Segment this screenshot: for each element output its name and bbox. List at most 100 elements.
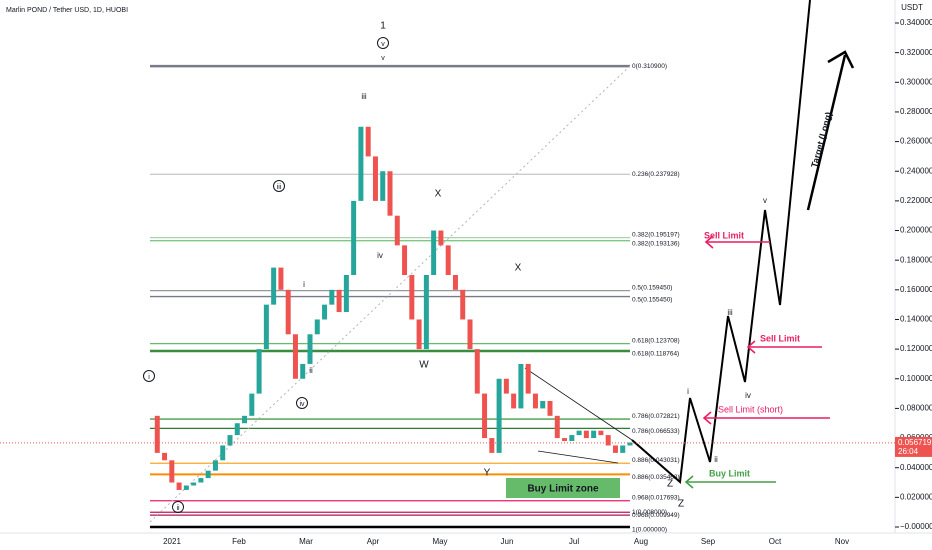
fib-label: 0.886(0.035463) <box>632 474 680 481</box>
y-tick-label: 0.180000 <box>900 255 932 264</box>
candle <box>518 363 524 409</box>
circle <box>172 501 184 513</box>
candle <box>416 319 422 350</box>
candle <box>227 435 233 446</box>
fib-label: 0.382(0.195197) <box>632 231 680 238</box>
wave-label: X <box>435 189 442 200</box>
buy-zone-label: Buy Limit zone <box>527 484 599 495</box>
x-tick-label: Oct <box>769 537 782 546</box>
candle <box>598 430 604 436</box>
candle <box>452 275 458 290</box>
candle <box>423 275 429 350</box>
candle <box>242 415 248 424</box>
x-tick-label: 2021 <box>163 537 181 546</box>
candle <box>474 349 480 394</box>
fib-label: 0.5(0.159450) <box>632 284 672 291</box>
arrowhead <box>746 340 756 354</box>
buy-zone <box>506 478 620 498</box>
y-tick-label: −0.000000 <box>900 522 932 531</box>
fib-label: 0(0.310900) <box>632 63 667 70</box>
wave-label: i <box>303 280 305 289</box>
wave-label: Y <box>484 468 491 479</box>
candle <box>547 401 553 416</box>
candle <box>285 289 291 335</box>
fib-label: 1(0.000000) <box>632 527 667 534</box>
wave-label: iii <box>361 92 367 101</box>
candle <box>431 230 437 275</box>
wave-label: iii <box>727 308 733 317</box>
triangle-upper <box>524 367 633 441</box>
candle <box>409 275 415 320</box>
y-tick-label: 0.240000 <box>900 166 932 175</box>
candle <box>191 482 197 486</box>
wave-label: i <box>687 387 689 396</box>
y-tick-label: 0.200000 <box>900 226 932 235</box>
fib-label: 0.618(0.118764) <box>632 351 679 358</box>
wave-label: W <box>419 360 429 371</box>
candle <box>438 230 444 246</box>
candle <box>569 435 575 442</box>
candle <box>314 319 320 335</box>
candle <box>511 393 517 409</box>
arrowhead <box>684 475 694 489</box>
candle <box>489 438 495 453</box>
trend-line <box>149 65 631 523</box>
x-tick-label: Jun <box>501 537 514 546</box>
candle <box>212 460 218 471</box>
candle <box>162 452 168 461</box>
candle <box>329 289 335 305</box>
circle <box>377 37 389 49</box>
candle <box>154 415 160 453</box>
candle <box>503 378 509 394</box>
candle <box>271 267 277 305</box>
candle <box>292 334 298 379</box>
y-tick-label: 0.340000 <box>900 18 932 27</box>
candle <box>220 445 226 461</box>
candle <box>365 126 371 157</box>
wave-label: ii <box>714 455 718 464</box>
last-price-box <box>895 436 932 457</box>
candle <box>249 393 255 416</box>
circle <box>143 370 155 382</box>
x-tick-label: Feb <box>232 537 246 546</box>
candle <box>183 485 189 490</box>
y-tick-label: 0.040000 <box>900 463 932 472</box>
countdown: 26:04 <box>898 447 919 456</box>
candle <box>300 363 306 379</box>
buy-limit: Buy Limit <box>709 468 750 478</box>
candle <box>278 267 284 290</box>
candle <box>482 393 488 439</box>
candle <box>256 349 262 394</box>
candle <box>358 126 364 201</box>
wave-label: v <box>381 41 385 48</box>
x-tick-label: Aug <box>634 537 648 546</box>
candle <box>394 215 400 246</box>
x-tick-label: Apr <box>367 537 380 546</box>
circle <box>296 397 308 409</box>
candle <box>234 423 240 436</box>
candle <box>205 470 211 479</box>
wave-label: iv <box>377 251 383 260</box>
candle <box>263 304 269 350</box>
wave-label: 1 <box>380 21 386 32</box>
last-price-label: 0.056719 <box>898 438 932 447</box>
fib-label: 0.968(0.009949) <box>632 512 680 519</box>
candle <box>591 430 597 439</box>
y-tick-label: 0.300000 <box>900 77 932 86</box>
wave-label: ii <box>176 505 180 512</box>
circle <box>273 180 285 192</box>
fib-levels: 0(0.310900) 0.236(0.237928) 0.382(0.195197… <box>150 63 680 534</box>
candle <box>380 171 386 201</box>
candle <box>532 393 538 409</box>
y-tick-label: 0.080000 <box>900 404 932 413</box>
fib-label: 0.786(0.072821) <box>632 413 680 420</box>
candle <box>387 171 393 216</box>
y-tick-label: 0.220000 <box>900 196 932 205</box>
chart-title: Marlin POND / Tether USD, 1D, HUOBI <box>6 7 128 14</box>
wave-label: v <box>763 196 767 205</box>
fib-label: 1(0.008000) <box>632 509 667 516</box>
wave-label: iv <box>299 401 305 408</box>
candle <box>169 460 175 483</box>
x-tick-label: Nov <box>835 537 849 546</box>
